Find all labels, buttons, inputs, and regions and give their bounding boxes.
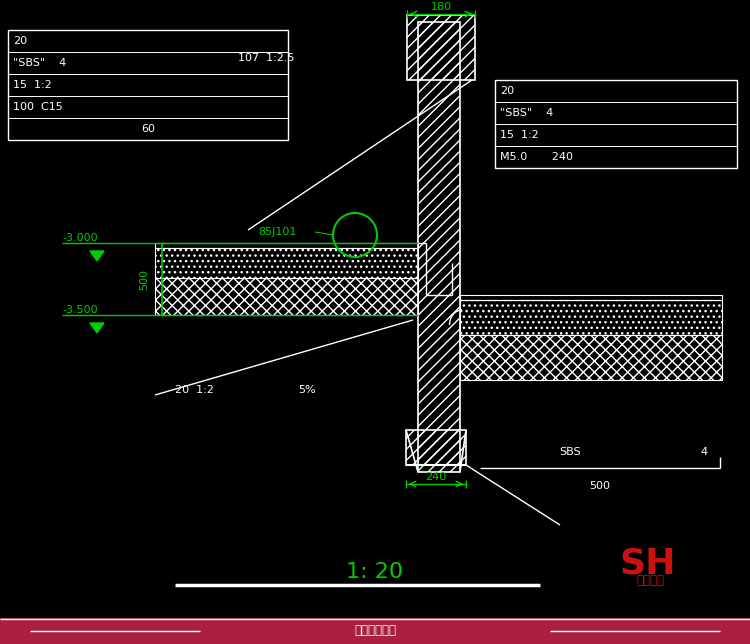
Text: 20  1:2: 20 1:2 [175,385,214,395]
Bar [460,335,722,380]
Text: 15  1:2: 15 1:2 [500,130,538,140]
Text: 20: 20 [500,86,514,96]
Text: 85J101: 85J101 [258,227,296,237]
Text: 500: 500 [139,269,149,290]
Text: -3.000: -3.000 [62,233,98,243]
Bar [0,618,750,644]
Bar [407,15,475,80]
Text: 15  1:2: 15 1:2 [13,80,52,90]
Text: "SBS"    4: "SBS" 4 [13,58,66,68]
Text: 拾岚素材公社: 拾岚素材公社 [354,625,396,638]
Bar [155,278,418,315]
Text: "SBS"    4: "SBS" 4 [500,108,554,118]
Text: 180: 180 [430,2,451,12]
Bar [155,248,418,278]
Text: 4: 4 [700,447,707,457]
Bar [8,30,288,140]
Text: 100  C15: 100 C15 [13,102,63,112]
Bar [460,300,722,335]
Text: SH: SH [620,546,676,580]
Text: 500: 500 [590,481,610,491]
Text: 107  1:2.5: 107 1:2.5 [238,53,295,63]
Bar [406,430,466,465]
Bar [460,295,722,300]
Polygon shape [90,251,104,261]
Text: M5.0       240: M5.0 240 [500,152,573,162]
Text: -3.500: -3.500 [62,305,98,315]
Polygon shape [90,323,104,333]
Text: SBS: SBS [560,447,580,457]
Text: 5%: 5% [298,385,316,395]
Bar [155,243,418,248]
Bar [418,22,460,472]
Text: 240: 240 [425,472,447,482]
Text: 60: 60 [141,124,155,134]
Bar [495,80,737,168]
Text: 素材公社: 素材公社 [636,574,664,587]
Text: 1: 20: 1: 20 [346,562,404,582]
Text: 20: 20 [13,36,27,46]
